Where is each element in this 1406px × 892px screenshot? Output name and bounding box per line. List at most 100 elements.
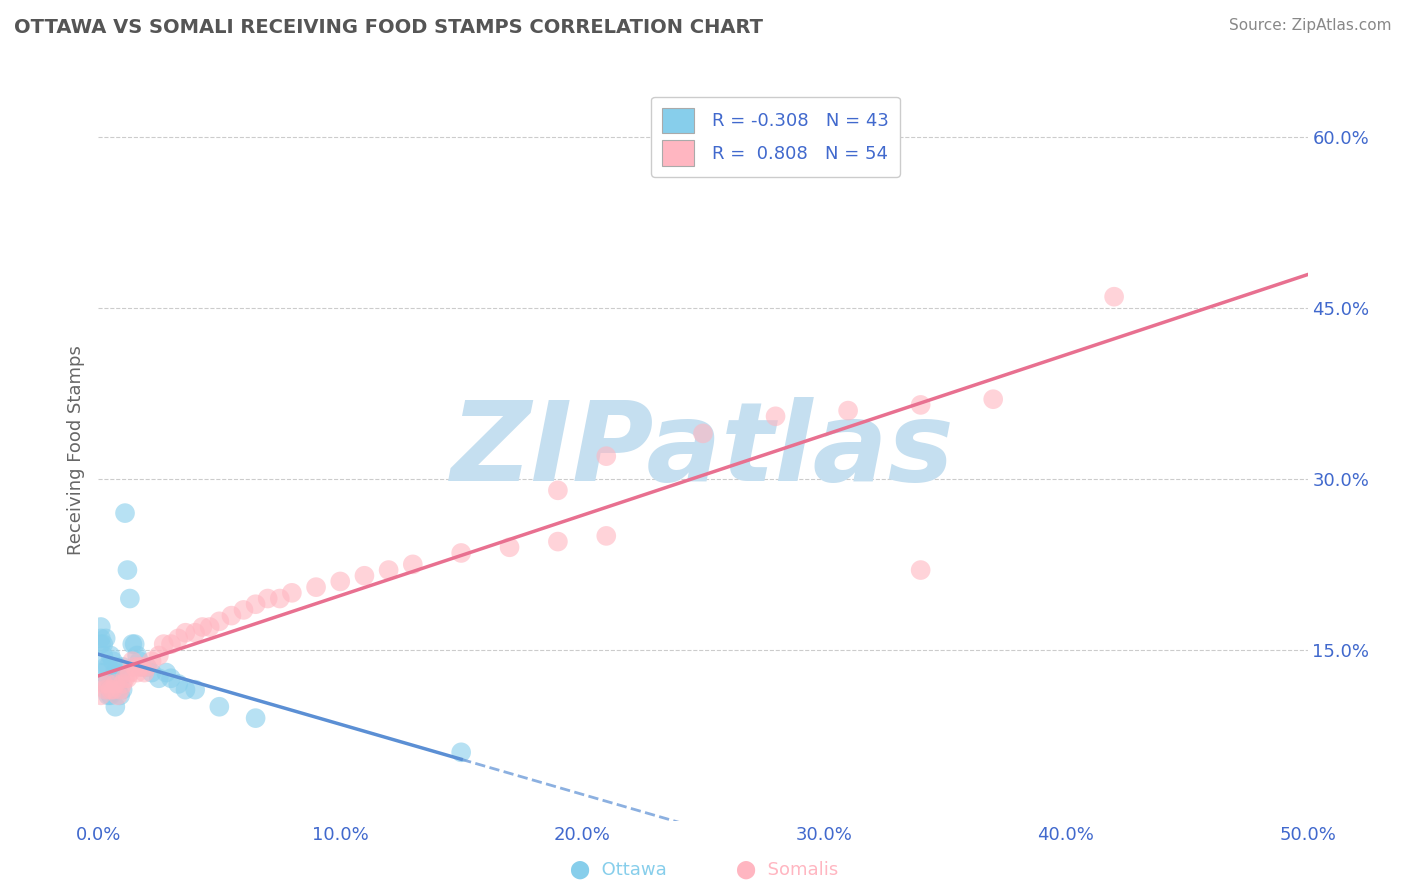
Point [131, 660, 153, 674]
Point [148, 648, 170, 663]
Point [160, 637, 183, 651]
Point [329, 574, 352, 589]
Point [450, 745, 472, 759]
Text: ⬤  Ottawa: ⬤ Ottawa [571, 860, 666, 879]
Point [135, 660, 157, 674]
Point [94, 632, 117, 646]
Point [498, 541, 520, 555]
Point [281, 586, 304, 600]
Point [184, 682, 207, 697]
Point [135, 660, 157, 674]
Point [104, 699, 127, 714]
Point [114, 506, 136, 520]
Point [100, 677, 122, 691]
Point [94, 660, 117, 674]
Point [107, 660, 129, 674]
Point [910, 563, 932, 577]
Point [91, 648, 114, 663]
Point [208, 615, 231, 629]
Point [191, 620, 214, 634]
Point [269, 591, 291, 606]
Point [94, 677, 117, 691]
Point [547, 534, 569, 549]
Point [208, 699, 231, 714]
Point [245, 597, 267, 611]
Point [100, 682, 122, 697]
Point [547, 483, 569, 498]
Point [155, 665, 177, 680]
Point [152, 637, 174, 651]
Point [160, 671, 183, 685]
Point [232, 603, 254, 617]
Point [402, 558, 425, 572]
Text: ⬤  Somalis: ⬤ Somalis [737, 860, 838, 879]
Y-axis label: Receiving Food Stamps: Receiving Food Stamps [66, 345, 84, 556]
Point [108, 689, 131, 703]
Point [184, 625, 207, 640]
Point [256, 591, 278, 606]
Point [450, 546, 472, 560]
Point [118, 665, 141, 680]
Point [167, 632, 190, 646]
Point [101, 654, 124, 668]
Point [765, 409, 787, 424]
Point [111, 677, 134, 691]
Text: ZIPatlas: ZIPatlas [451, 397, 955, 504]
Point [124, 637, 146, 651]
Point [97, 689, 120, 703]
Point [90, 620, 112, 634]
Point [837, 403, 859, 417]
Point [353, 568, 375, 582]
Point [174, 682, 197, 697]
Point [595, 449, 617, 463]
Point [305, 580, 328, 594]
Point [114, 671, 136, 685]
Point [97, 660, 120, 674]
Point [141, 665, 163, 680]
Point [117, 671, 139, 685]
Point [981, 392, 1004, 407]
Point [90, 689, 112, 703]
Point [245, 711, 267, 725]
Point [174, 625, 197, 640]
Point [121, 654, 143, 668]
Point [198, 620, 221, 634]
Point [910, 398, 932, 412]
Point [121, 637, 143, 651]
Point [117, 563, 139, 577]
Point [377, 563, 399, 577]
Point [97, 677, 120, 691]
Point [1102, 290, 1125, 304]
Point [148, 671, 170, 685]
Point [128, 660, 150, 674]
Point [111, 682, 134, 697]
Point [91, 677, 114, 691]
Point [111, 660, 134, 674]
Point [104, 677, 127, 691]
Point [107, 682, 129, 697]
Point [107, 689, 129, 703]
Point [90, 637, 112, 651]
Point [692, 426, 714, 441]
Point [91, 665, 114, 680]
Point [128, 654, 150, 668]
Point [108, 682, 131, 697]
Legend: R = -0.308   N = 43, R =  0.808   N = 54: R = -0.308 N = 43, R = 0.808 N = 54 [651, 96, 900, 177]
Point [100, 689, 122, 703]
Point [595, 529, 617, 543]
Point [100, 648, 122, 663]
Point [131, 660, 153, 674]
Point [101, 682, 124, 697]
Point [108, 671, 131, 685]
Point [94, 682, 117, 697]
Point [91, 637, 114, 651]
Point [104, 665, 127, 680]
Point [124, 660, 146, 674]
Point [127, 665, 149, 680]
Point [167, 677, 190, 691]
Point [90, 632, 112, 646]
Text: OTTAWA VS SOMALI RECEIVING FOOD STAMPS CORRELATION CHART: OTTAWA VS SOMALI RECEIVING FOOD STAMPS C… [14, 18, 763, 37]
Point [221, 608, 243, 623]
Point [134, 665, 156, 680]
Point [127, 648, 149, 663]
